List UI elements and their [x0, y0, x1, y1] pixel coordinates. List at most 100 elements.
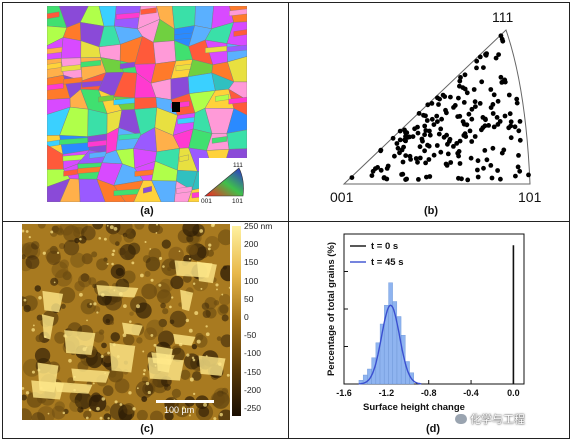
vertex-label-111: 111 [492, 9, 513, 25]
afm-texture [206, 249, 214, 257]
panel-a-ebsd-map: 111 001 101 [46, 5, 249, 204]
pole-point [423, 160, 428, 166]
afm-speck [82, 347, 87, 352]
pole-point [471, 87, 477, 92]
afm-texture [54, 331, 67, 344]
pole-point [497, 119, 503, 124]
afm-speck [111, 253, 115, 256]
pole-point [464, 90, 470, 96]
pole-point [417, 144, 423, 150]
histogram-chart: -1.6 -1.2 -0.8 -0.4 0.0 t = 0 s t = 45 s Percen… [326, 233, 525, 413]
afm-texture [20, 394, 27, 401]
pole-point [349, 175, 355, 181]
afm-texture [161, 258, 179, 276]
afm-speck [211, 222, 216, 226]
pole-point [475, 167, 480, 173]
pole-point [479, 79, 485, 85]
colorbar-tick-label: -50 [244, 330, 257, 341]
scale-bar-label: 100 µm [164, 405, 195, 415]
afm-speck [205, 325, 208, 328]
histogram-bar [388, 282, 393, 385]
afm-texture [141, 396, 148, 402]
afm-texture [51, 405, 66, 420]
pole-point [435, 95, 440, 101]
pole-point [426, 157, 432, 162]
pole-point [472, 99, 478, 105]
pole-point [403, 130, 408, 135]
afm-speck [192, 358, 196, 362]
pole-point [514, 96, 520, 102]
afm-texture [88, 277, 97, 286]
pole-point [475, 158, 481, 164]
pole-point [431, 152, 437, 158]
pole-point [516, 128, 522, 134]
figure-frame [2, 2, 570, 439]
pole-point [469, 116, 475, 122]
afm-speck [104, 372, 106, 375]
afm-texture [46, 250, 61, 265]
afm-speck [205, 332, 210, 337]
pole-point [472, 134, 478, 139]
afm-texture [122, 334, 135, 346]
afm-speck [128, 391, 132, 395]
pole-point [397, 137, 403, 143]
wechat-icon [455, 414, 467, 424]
afm-speck [188, 414, 191, 417]
afm-texture [74, 280, 85, 292]
afm-texture [30, 241, 40, 250]
twin-grain [63, 169, 78, 177]
y-axis-label: Percentage of total grains (%) [326, 242, 337, 376]
x-tick-label: 0.0 [507, 388, 520, 398]
pole-point [517, 119, 523, 124]
x-tick-label: -0.4 [463, 388, 479, 398]
afm-texture [36, 314, 43, 321]
afm-texture [114, 241, 120, 246]
pole-point [397, 128, 403, 134]
pole-point [422, 123, 428, 129]
twin-grain [143, 186, 152, 194]
pole-point [435, 119, 440, 124]
afm-texture [216, 336, 222, 341]
pole-point [416, 177, 421, 182]
afm-speck [32, 324, 35, 327]
legend-label: t = 0 s [371, 241, 398, 252]
afm-speck [179, 342, 183, 347]
pole-point [440, 92, 446, 98]
afm-speck [50, 230, 54, 234]
ebsd-map-image [46, 5, 248, 203]
afm-speck [171, 296, 174, 299]
afm-texture [217, 229, 234, 246]
dark-grain [172, 102, 180, 112]
afm-texture [202, 309, 211, 319]
afm-speck [145, 381, 150, 386]
afm-speck [142, 350, 145, 353]
histogram-bar [379, 323, 385, 385]
colorbar-tick-label: -100 [244, 348, 262, 359]
afm-grain-bright [198, 355, 226, 376]
afm-speck [140, 273, 144, 278]
afm-texture [221, 314, 229, 322]
pole-point [417, 155, 423, 161]
colorbar-tick-label: -150 [244, 366, 262, 377]
afm-texture [213, 300, 220, 306]
pole-point [415, 159, 420, 165]
afm-speck [56, 251, 60, 254]
afm-texture [73, 226, 85, 239]
pole-point [394, 141, 400, 146]
histogram-bar [392, 301, 398, 385]
afm-speck [132, 407, 136, 411]
pole-point [462, 72, 468, 78]
afm-texture [146, 319, 164, 337]
grain [172, 5, 196, 30]
twin-grain [46, 11, 60, 19]
pole-point [469, 106, 475, 112]
afm-texture [221, 387, 229, 395]
afm-texture [148, 248, 162, 261]
afm-texture [196, 246, 209, 259]
afm-speck [189, 377, 194, 382]
afm-speck [100, 293, 105, 297]
colorbar-tick-label: 200 [244, 239, 259, 250]
afm-speck [215, 283, 219, 287]
pole-point [456, 153, 461, 159]
afm-speck [155, 232, 158, 234]
